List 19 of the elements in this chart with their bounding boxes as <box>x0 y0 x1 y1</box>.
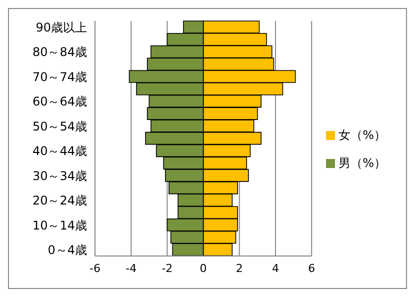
y-tick-label: 70～74歳 <box>32 70 87 84</box>
legend-label: 女（%） <box>338 128 386 142</box>
y-tick-label: 20～24歳 <box>32 194 87 208</box>
x-tick-label: 2 <box>236 262 243 275</box>
y-tick-label: 0～4歳 <box>48 243 87 258</box>
y-tick-label: 50～54歳 <box>32 119 87 134</box>
x-tick-label: -6 <box>90 262 100 275</box>
x-tick-label: 6 <box>308 262 316 275</box>
y-tick-label: 10～14歳 <box>32 218 87 232</box>
legend-label: 男（%） <box>338 156 386 170</box>
x-tick-label: -2 <box>162 262 173 275</box>
y-tick-label: 30～34歳 <box>32 168 87 183</box>
y-tick-label: 90歳以上 <box>36 20 87 34</box>
y-tick-label: 80～84歳 <box>32 45 87 60</box>
y-tick-label: 60～64歳 <box>32 94 87 109</box>
x-tick-label: -4 <box>126 262 137 275</box>
x-tick-label: 0 <box>200 262 207 275</box>
y-tick-label: 40～44歳 <box>32 144 87 158</box>
x-tick-label: 4 <box>272 262 279 275</box>
